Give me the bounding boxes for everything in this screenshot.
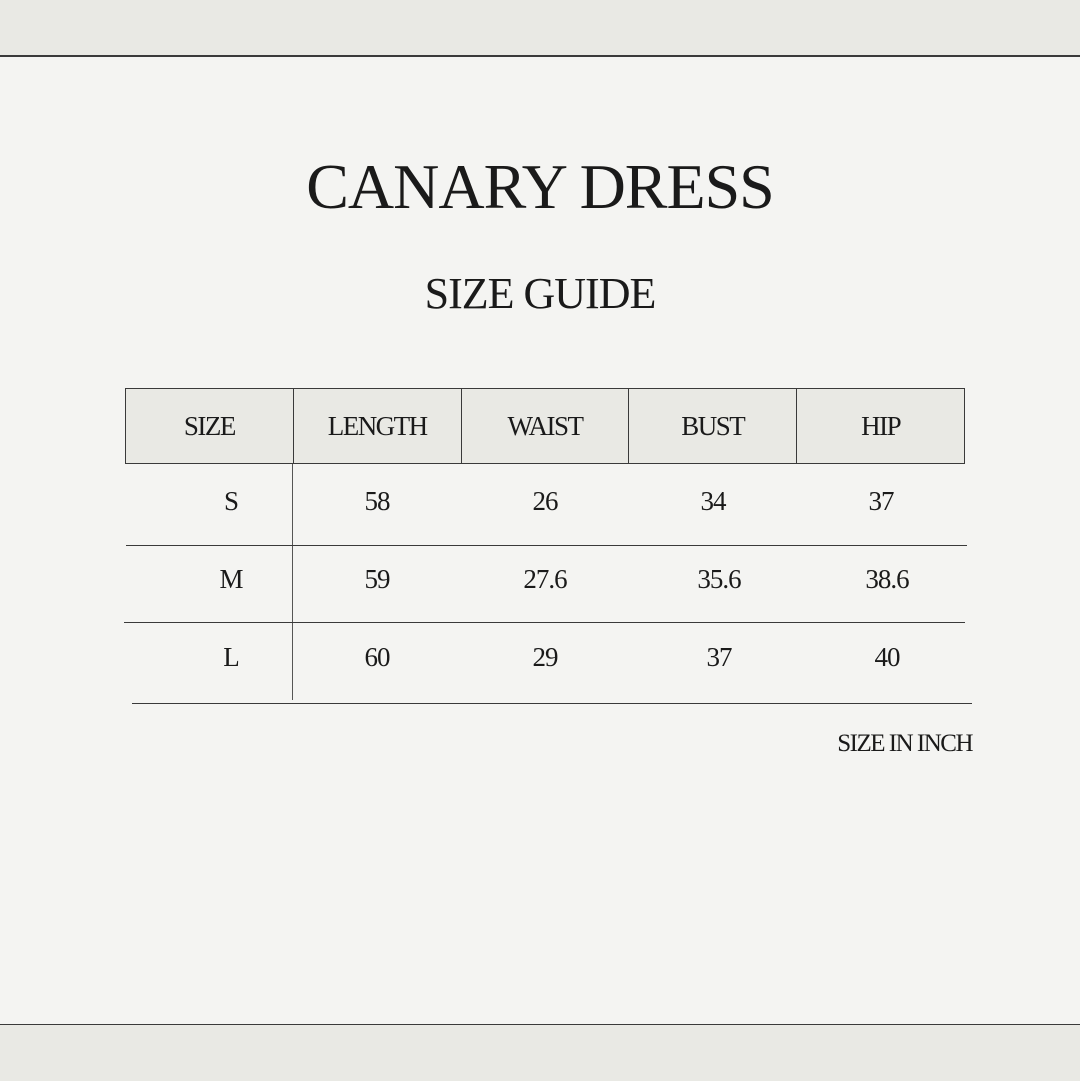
bottom-band [0, 1024, 1080, 1081]
cell-waist: 29 [532, 642, 559, 672]
header-hip: HIP [861, 410, 902, 441]
cell-waist: 27.6 [523, 564, 567, 594]
header-size: SIZE [126, 389, 294, 463]
row-divider [126, 545, 967, 546]
unit-note: SIZE IN INCH [837, 730, 973, 757]
row-divider [132, 703, 972, 704]
cell-bust: 37 [706, 642, 733, 672]
cell-length: 59 [364, 564, 391, 594]
column-divider [292, 464, 293, 700]
table-row: S 58 26 34 37 [125, 486, 965, 517]
cell-size: L [223, 642, 240, 672]
cell-size: M [219, 564, 243, 594]
cell-hip: 40 [874, 642, 901, 672]
page-title: CANARY DRESS [306, 151, 775, 222]
header-length: LENGTH [294, 389, 462, 463]
cell-length: 58 [364, 486, 391, 516]
cell-size: S [223, 486, 239, 516]
table-row: M 59 27.6 35.6 38.6 [125, 564, 965, 595]
cell-length: 60 [364, 642, 391, 672]
table-row: L 60 29 37 40 [125, 642, 965, 673]
cell-bust: 35.6 [697, 564, 741, 594]
cell-hip: 38.6 [865, 564, 909, 594]
header-waist: WAIST [462, 389, 630, 463]
row-divider [124, 622, 965, 623]
cell-waist: 26 [532, 486, 559, 516]
cell-bust: 34 [700, 486, 727, 516]
top-band [0, 0, 1080, 57]
page-subtitle: SIZE GUIDE [424, 269, 657, 318]
header-bust: BUST [629, 389, 798, 463]
size-table-header: SIZE LENGTH WAIST BUST HIP [125, 388, 965, 464]
cell-hip: 37 [868, 486, 895, 516]
